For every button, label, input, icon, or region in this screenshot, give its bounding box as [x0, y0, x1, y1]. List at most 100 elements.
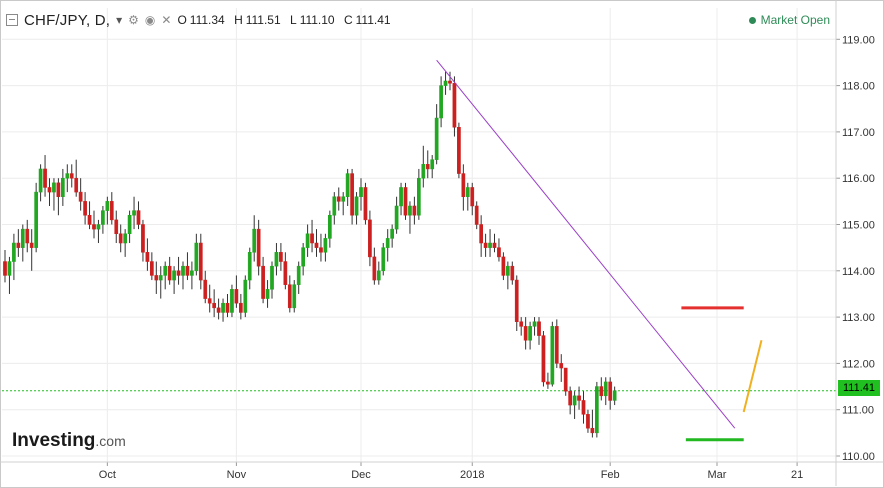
candle-body [554, 326, 559, 364]
candle-body [381, 247, 386, 272]
candle-body [363, 187, 368, 221]
candle-body [501, 256, 506, 276]
candle-body [56, 182, 61, 197]
candle-body [403, 187, 408, 216]
candle-body [465, 187, 470, 197]
candle-body [29, 242, 34, 248]
candle-body [590, 427, 595, 434]
candle-body [577, 395, 581, 401]
candle-body [572, 395, 577, 406]
candle-body [541, 335, 546, 383]
ohlc-readout: O 111.34 H 111.51 L 111.10 C 111.41 [177, 13, 396, 27]
candle-body [283, 261, 288, 285]
candle-body [336, 196, 341, 202]
y-tick-label: 110.00 [842, 451, 875, 463]
candle-body [150, 261, 154, 276]
x-axis: Oct Nov Dec 2018 Feb Mar 21 [0, 461, 884, 481]
x-tick-label: Nov [227, 469, 247, 481]
y-tick-label: 118.00 [842, 81, 875, 93]
chart-header: CHF/JPY, D, ▾ ⚙ ◉ ✕ O 111.34 H 111.51 L 111… [6, 10, 397, 30]
candle-body [314, 242, 319, 248]
close-value: 111.41 [355, 13, 391, 27]
candle-body [141, 224, 145, 253]
candle-body [198, 242, 203, 281]
candle-body [439, 85, 443, 119]
candle-body [69, 173, 74, 179]
candle-body [16, 242, 21, 248]
candle-body [417, 177, 421, 216]
grid [2, 8, 836, 462]
close-icon[interactable]: ✕ [161, 13, 172, 27]
candle-body [586, 414, 590, 429]
candle-body [305, 233, 310, 248]
candle-body [114, 219, 119, 235]
interval-dropdown-icon[interactable]: ▾ [116, 13, 123, 27]
last-price-tag: 111.41 [838, 380, 880, 396]
candles [3, 71, 617, 438]
candle-body [328, 214, 332, 239]
candle-body [443, 80, 448, 86]
y-tick-label: 114.00 [842, 266, 875, 278]
collapse-icon[interactable] [6, 14, 18, 26]
candle-body [38, 168, 43, 193]
candle-body [74, 177, 79, 193]
candle-body [359, 187, 363, 197]
candle-body [523, 326, 528, 341]
candle-body [239, 302, 243, 313]
candle-body [87, 214, 92, 225]
projection-line [742, 340, 763, 413]
logo-suffix: .com [95, 433, 126, 449]
candle-body [581, 400, 586, 415]
candle-body [292, 284, 297, 309]
candle-body [274, 252, 279, 267]
candle-body [319, 247, 323, 253]
candle-body [430, 159, 435, 170]
candle-body [452, 83, 457, 128]
candle-body [474, 205, 479, 225]
candle-body [127, 214, 132, 235]
candle-body [376, 270, 381, 281]
candle-body [399, 187, 403, 207]
downtrend-line [436, 59, 736, 429]
candle-body [221, 302, 225, 313]
candle-body [296, 265, 301, 285]
candle-body [3, 261, 7, 276]
candle-body [341, 196, 346, 202]
candle-body [510, 265, 515, 281]
x-tick-label: 21 [791, 469, 803, 481]
visibility-icon[interactable]: ◉ [144, 13, 156, 27]
low-label: L [290, 13, 297, 27]
candle-body [123, 233, 128, 244]
candle-body [528, 326, 532, 341]
y-tick-label: 119.00 [842, 34, 875, 46]
candle-body [216, 307, 221, 313]
symbol-label[interactable]: CHF/JPY, D, [24, 11, 111, 29]
candle-body [252, 228, 257, 253]
investing-logo: Investing .com [12, 430, 126, 452]
candle-body [207, 298, 212, 304]
candle-body [176, 270, 181, 276]
market-status-label: Market Open [760, 13, 830, 27]
x-tick-label: Mar [708, 469, 727, 481]
candle-body [234, 289, 239, 304]
candle-body [412, 205, 417, 216]
high-value: 111.51 [245, 13, 281, 27]
annotations [436, 59, 763, 442]
candle-body [287, 284, 292, 309]
candle-body [350, 173, 354, 216]
candle-body [448, 80, 452, 84]
candle-body [332, 196, 337, 216]
candle-body [563, 367, 568, 392]
candle-body [172, 270, 176, 281]
candle-body [270, 265, 274, 290]
candle-body [181, 265, 185, 276]
candle-body [559, 363, 564, 369]
candle-body [519, 321, 524, 327]
close-label: C [343, 13, 353, 27]
settings-icon[interactable]: ⚙ [128, 13, 139, 27]
candle-body [546, 381, 550, 385]
candle-body [595, 386, 599, 434]
y-tick-label: 113.00 [842, 312, 875, 324]
candle-body [408, 205, 412, 216]
